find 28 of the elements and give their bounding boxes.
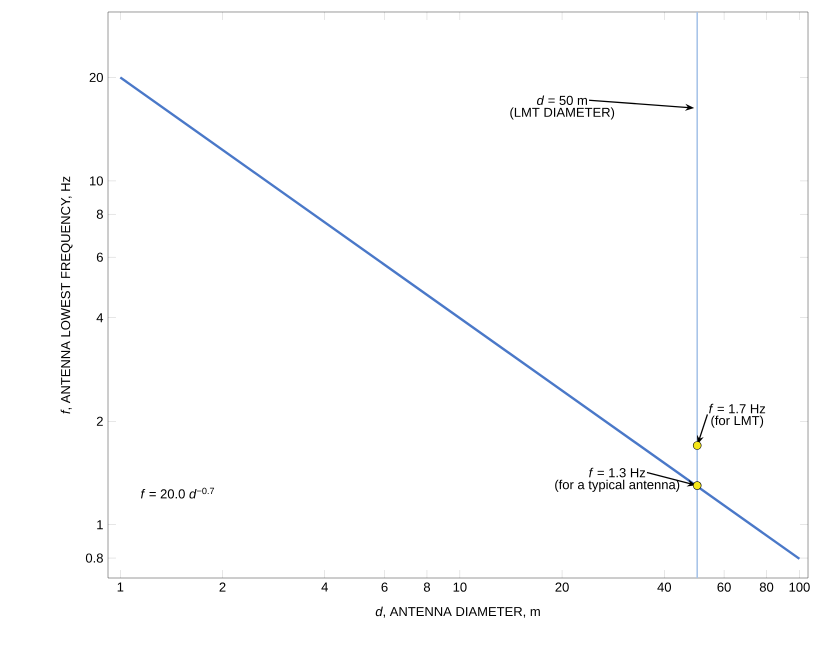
x-tick-label: 10	[454, 582, 467, 592]
x-tick-label: 4	[321, 582, 328, 592]
x-tick-label: 20	[555, 582, 569, 592]
annotation: f = 1.7 Hz	[709, 404, 766, 414]
x-tick-label: 8	[424, 582, 430, 592]
y-tick-label: 4	[96, 313, 104, 322]
annotation: (LMT DIAMETER)	[510, 107, 614, 120]
y-tick-label: 8	[96, 210, 103, 219]
y-tick-label: 1	[97, 520, 103, 530]
annotation: f = 20.0 d$^{−0.7}$	[140, 488, 214, 499]
x-tick-label: 60	[718, 582, 731, 592]
annotation: (for LMT)	[711, 416, 764, 428]
x-tick-label: 100	[790, 582, 810, 592]
x-tick-label: 1	[118, 582, 124, 592]
y-tick-label: 0.8	[86, 553, 103, 563]
y-tick-label: 6	[96, 252, 103, 262]
annotation: f = 1.3 Hz	[589, 468, 646, 478]
x-tick-label: 2	[220, 582, 226, 592]
x-axis-title: d, ANTENNA DIAMETER, m	[376, 606, 540, 618]
x-tick-label: 80	[760, 582, 774, 592]
y-axis-title: f, ANTENNA LOWEST FREQUENCY, Hz	[60, 176, 73, 414]
x-tick-label: 40	[657, 582, 672, 592]
annotation: d = 50 m	[536, 95, 587, 105]
annotation: (for a typical antenna)	[555, 480, 680, 492]
y-tick-label: 20	[90, 72, 103, 82]
x-tick-label: 6	[382, 582, 388, 592]
y-tick-label: 2	[96, 416, 103, 426]
y-tick-label: 10	[90, 176, 103, 186]
